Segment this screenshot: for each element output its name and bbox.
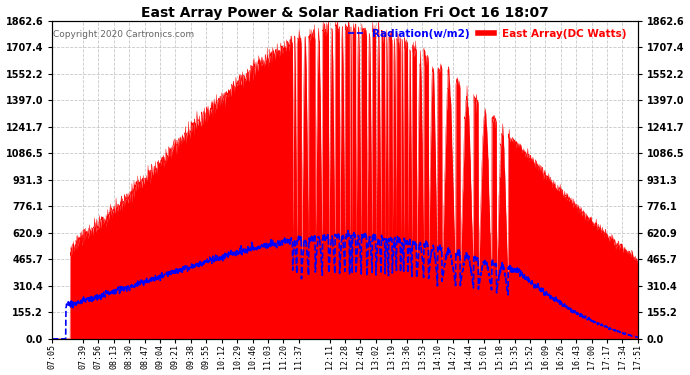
- Title: East Array Power & Solar Radiation Fri Oct 16 18:07: East Array Power & Solar Radiation Fri O…: [141, 6, 549, 20]
- Text: Copyright 2020 Cartronics.com: Copyright 2020 Cartronics.com: [53, 30, 194, 39]
- Legend: Radiation(w/m2), East Array(DC Watts): Radiation(w/m2), East Array(DC Watts): [348, 29, 627, 39]
